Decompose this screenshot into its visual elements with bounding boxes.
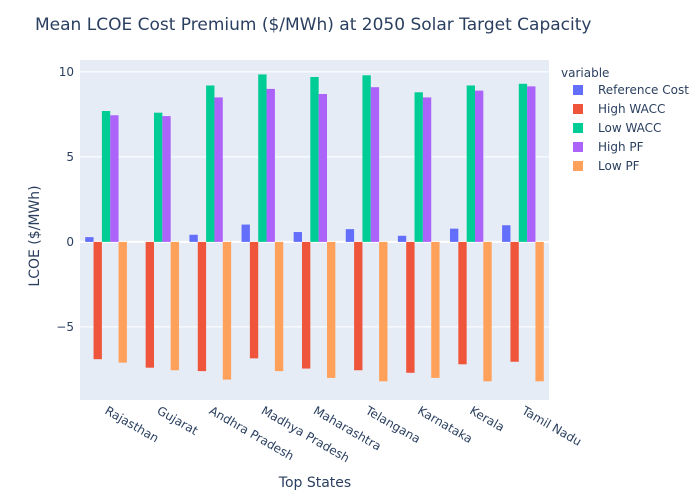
bar[interactable] — [206, 85, 215, 242]
legend[interactable]: variable Reference Cost High WACC Low WACC… — [561, 66, 689, 173]
legend-label: Low PF — [598, 159, 640, 173]
bar[interactable] — [318, 94, 328, 242]
bar[interactable] — [510, 241, 519, 362]
chart-title: Mean LCOE Cost Premium ($/MWh) at 2050 S… — [35, 15, 591, 35]
bar[interactable] — [449, 228, 459, 242]
legend-swatch — [573, 161, 583, 171]
legend-swatch — [573, 142, 583, 152]
legend-label: Reference Cost — [598, 83, 689, 97]
legend-swatch — [573, 123, 583, 133]
bar[interactable] — [458, 241, 467, 365]
bar[interactable] — [293, 232, 302, 242]
y-tick-label: −5 — [56, 320, 74, 334]
y-tick-label: 10 — [59, 65, 74, 79]
legend-label: High WACC — [598, 102, 665, 116]
bar[interactable] — [197, 241, 207, 372]
y-axis-title: LCOE ($/MWh) — [27, 185, 43, 286]
bar[interactable] — [518, 83, 528, 242]
legend-item[interactable]: Low PF — [573, 159, 640, 173]
bars — [85, 74, 544, 382]
bar[interactable] — [101, 111, 111, 242]
bar[interactable] — [362, 75, 371, 242]
bar[interactable] — [153, 112, 163, 242]
bar[interactable] — [274, 241, 284, 372]
y-tick-labels: −5 0 5 10 — [56, 65, 74, 334]
y-tick-label: 0 — [66, 235, 74, 249]
bar[interactable] — [483, 241, 492, 382]
legend-title: variable — [561, 66, 609, 80]
bar[interactable] — [354, 241, 363, 371]
bar[interactable] — [502, 225, 511, 242]
bar[interactable] — [414, 92, 423, 242]
bar[interactable] — [310, 77, 319, 242]
x-axis-title: Top States — [278, 475, 351, 491]
bar[interactable] — [222, 241, 232, 380]
legend-swatch — [573, 104, 583, 114]
bar[interactable] — [327, 241, 336, 378]
legend-item[interactable]: High WACC — [573, 102, 665, 116]
bar[interactable] — [162, 116, 171, 242]
legend-item[interactable]: Low WACC — [573, 121, 661, 135]
legend-label: Low WACC — [598, 121, 661, 135]
bar[interactable] — [170, 241, 180, 371]
bar[interactable] — [475, 90, 484, 242]
bar[interactable] — [466, 85, 476, 242]
bar[interactable] — [249, 241, 259, 359]
bar[interactable] — [397, 235, 407, 242]
bar[interactable] — [85, 237, 94, 242]
bar[interactable] — [145, 241, 154, 368]
bar[interactable] — [118, 241, 127, 363]
y-tick-label: 5 — [66, 150, 74, 164]
legend-items[interactable]: Reference Cost High WACC Low WACC High PF Lo… — [573, 83, 689, 173]
bar[interactable] — [258, 74, 267, 242]
bar[interactable] — [379, 241, 388, 382]
bar[interactable] — [93, 241, 102, 360]
bar[interactable] — [422, 97, 432, 242]
legend-item[interactable]: Reference Cost — [573, 83, 689, 97]
bar[interactable] — [535, 241, 544, 382]
bar[interactable] — [370, 87, 380, 242]
bar[interactable] — [110, 115, 119, 242]
bar[interactable] — [431, 241, 440, 378]
legend-item[interactable]: High PF — [573, 140, 644, 154]
bar[interactable] — [189, 234, 198, 242]
bar[interactable] — [301, 241, 311, 369]
bar[interactable] — [266, 88, 275, 242]
bar[interactable] — [527, 86, 536, 242]
bar[interactable] — [214, 97, 223, 242]
legend-swatch — [573, 85, 583, 95]
legend-label: High PF — [598, 140, 644, 154]
bar[interactable] — [406, 241, 415, 373]
bar[interactable] — [241, 224, 250, 242]
bar[interactable] — [345, 229, 355, 242]
